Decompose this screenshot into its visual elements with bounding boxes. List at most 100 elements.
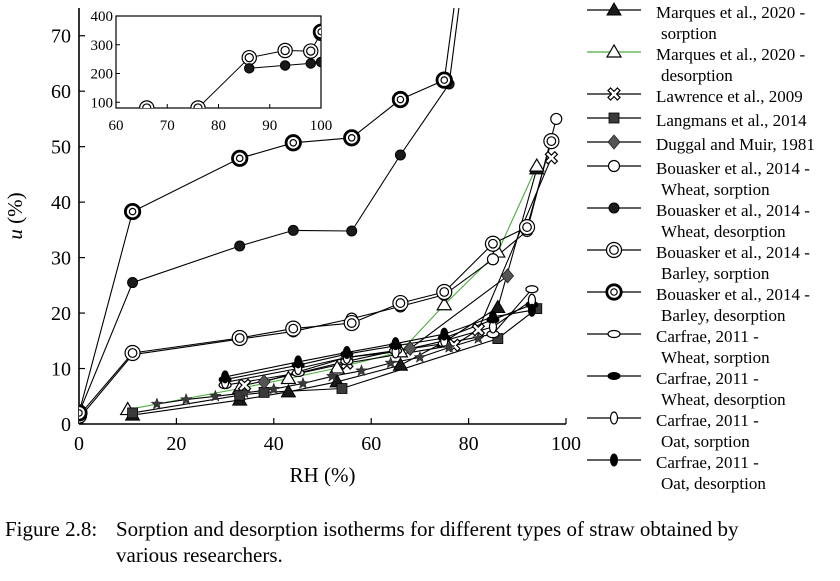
legend-marker-8 <box>605 283 623 301</box>
series-12-point <box>294 355 303 369</box>
series-line-7 <box>79 140 552 417</box>
inset-plot-area <box>139 23 321 108</box>
series-2-point <box>544 150 559 165</box>
star-point <box>442 340 456 353</box>
legend: Marques et al., 2020 - sorption Marques et… <box>587 2 815 493</box>
legend-marker-12 <box>610 453 618 467</box>
series-7-point <box>436 283 453 301</box>
legend-label-12: Carfrae, 2011 - <box>656 453 759 472</box>
series-12-point <box>221 370 230 384</box>
x-axis-label: RH (%) <box>290 463 356 487</box>
inset-point <box>190 100 206 108</box>
legend-label-5-line2: Wheat, sorption <box>661 180 770 199</box>
series-line-6 <box>79 8 460 414</box>
series-8-point <box>347 133 356 142</box>
legend-label-2: Lawrence et al., 2009 <box>656 87 803 106</box>
star-point <box>413 350 427 363</box>
legend-label-7: Bouasker et al., 2014 - <box>656 243 810 262</box>
legend-label-10: Carfrae, 2011 - <box>656 369 759 388</box>
series-5-point <box>486 253 500 266</box>
series-line-0 <box>132 168 538 416</box>
legend-label-9: Carfrae, 2011 - <box>656 327 759 346</box>
series-12-point <box>342 345 351 359</box>
y-tick-label: 30 <box>51 248 71 270</box>
series-6-point <box>234 240 246 252</box>
legend-label-8-line2: Barley, desorption <box>661 306 786 325</box>
series-7-point <box>124 344 141 362</box>
series-7-point <box>231 329 248 347</box>
series-7-point <box>343 314 360 332</box>
inset-point <box>241 49 257 66</box>
legend-marker-7 <box>609 245 619 255</box>
x-tick-label: 80 <box>459 433 479 455</box>
series-8-point <box>79 409 83 417</box>
inset-frame <box>115 15 322 109</box>
series-4-point <box>257 374 271 390</box>
y-tick-label: 10 <box>51 359 71 381</box>
legend-label-6-line2: Wheat, desorption <box>661 222 786 241</box>
series-12-point <box>488 310 497 324</box>
series-8-point <box>289 138 298 147</box>
legend-label-10-line2: Wheat, desorption <box>661 390 786 409</box>
legend-marker-3 <box>608 112 620 124</box>
series-8-point <box>123 202 142 221</box>
legend-label-8: Bouasker et al., 2014 - <box>656 285 810 304</box>
legend-label-7-line2: Barley, sorption <box>661 264 770 283</box>
series-5-point <box>550 112 563 126</box>
legend-marker-5 <box>607 159 621 173</box>
series-9-point <box>525 285 539 294</box>
series-0-point <box>280 383 297 398</box>
y-axis-label-unit: (%) <box>3 192 27 229</box>
inset-point <box>279 60 291 71</box>
series-1-point <box>528 157 545 172</box>
star-point <box>355 364 368 377</box>
star-point <box>471 331 485 344</box>
y-axis-label: u (%) <box>3 192 27 239</box>
star-point <box>150 397 164 410</box>
legend-marker-1 <box>605 43 623 58</box>
inset-y-tick-label: 100 <box>91 95 114 111</box>
series-7-point <box>439 287 450 297</box>
series-line-3 <box>132 308 538 414</box>
inset-point <box>305 58 316 69</box>
legend-marker-11 <box>609 411 619 425</box>
inset-point <box>139 100 155 108</box>
y-tick-label: 20 <box>51 303 71 325</box>
legend-marker-7 <box>605 241 623 259</box>
inset-point <box>277 42 293 59</box>
inset-y-tick-label: 300 <box>91 38 114 54</box>
inset-point <box>312 23 321 41</box>
series-3-point <box>127 407 138 419</box>
legend-label-0: Marques et al., 2020 - <box>656 3 806 22</box>
series-6-point <box>346 225 358 237</box>
series-8-point <box>440 76 449 84</box>
inset-x-tick-label: 100 <box>310 118 333 134</box>
series-12-point <box>391 337 400 351</box>
inset-point <box>193 103 203 108</box>
plot-area <box>79 8 563 424</box>
caption-label: Figure 2.8: <box>5 517 98 541</box>
legend-marker-2 <box>607 87 621 101</box>
legend-marker-9 <box>607 329 621 339</box>
series-7-point <box>518 218 536 236</box>
inset-point <box>303 43 319 59</box>
series-7-point <box>288 323 299 334</box>
series-12-point <box>527 303 536 317</box>
legend-label-12-line2: Oat, desorption <box>661 474 766 493</box>
legend-marker-8 <box>610 288 618 296</box>
x-tick-label: 60 <box>361 433 381 455</box>
series-7-point <box>543 133 560 150</box>
legend-marker-10 <box>607 372 621 380</box>
legend-label-11: Carfrae, 2011 - <box>656 411 759 430</box>
inset-x-tick-label: 70 <box>160 118 175 134</box>
y-tick-label: 0 <box>61 414 71 436</box>
legend-label-6: Bouasker et al., 2014 - <box>656 201 810 220</box>
series-8-point <box>284 134 302 152</box>
series-7-point <box>488 238 498 249</box>
series-6-point <box>287 224 299 236</box>
series-4-point <box>501 268 515 284</box>
series-8-point <box>79 404 88 422</box>
y-axis-label-symbol: u <box>3 229 27 240</box>
series-line-4 <box>263 275 508 383</box>
legend-label-9-line2: Wheat, sorption <box>661 348 770 367</box>
